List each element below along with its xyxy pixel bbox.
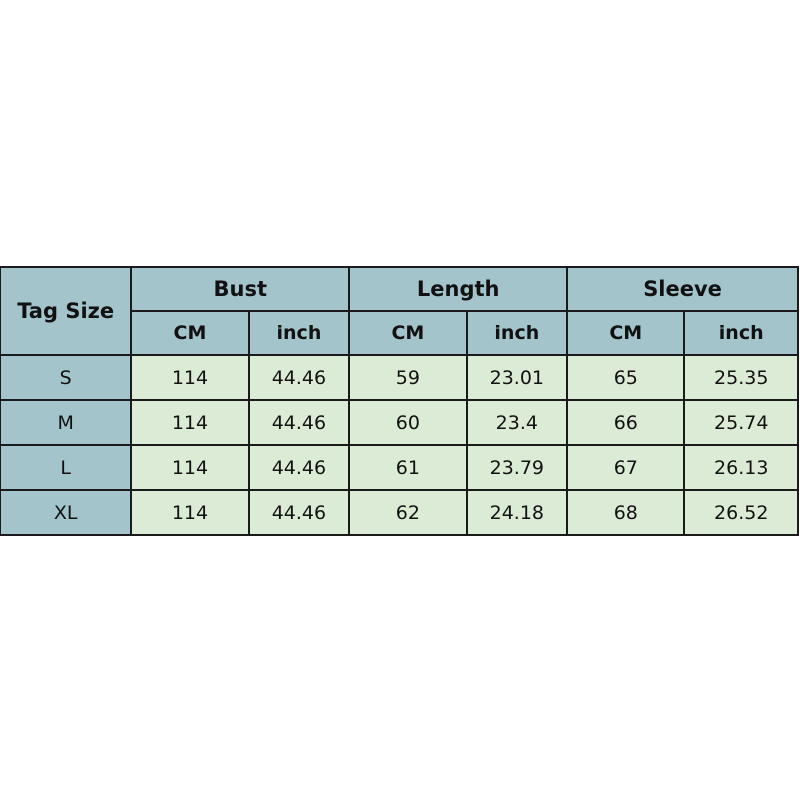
length-header: Length (348, 266, 569, 312)
value-cell: 114 (130, 489, 250, 536)
table-row: L 114 44.46 61 23.79 67 26.13 (0, 444, 799, 491)
value-cell: 66 (566, 399, 686, 446)
value-cell: 44.46 (247, 489, 351, 536)
value-cell: 68 (566, 489, 686, 536)
value-cell: 59 (348, 354, 468, 401)
unit-header: CM (130, 310, 250, 356)
value-cell: 44.46 (247, 399, 351, 446)
value-cell: 23.01 (465, 354, 569, 401)
value-cell: 23.4 (465, 399, 569, 446)
size-cell: M (0, 399, 133, 446)
unit-header: inch (465, 310, 569, 356)
size-cell: S (0, 354, 133, 401)
value-cell: 65 (566, 354, 686, 401)
value-cell: 67 (566, 444, 686, 491)
bust-header: Bust (130, 266, 351, 312)
value-cell: 61 (348, 444, 468, 491)
size-chart-table: Tag Size Bust Length Sleeve CM inch CM i… (0, 266, 799, 536)
table-row: S 114 44.46 59 23.01 65 25.35 (0, 354, 799, 401)
value-cell: 25.35 (683, 354, 799, 401)
unit-header: CM (348, 310, 468, 356)
size-cell: L (0, 444, 133, 491)
value-cell: 114 (130, 399, 250, 446)
value-cell: 26.52 (683, 489, 799, 536)
tag-size-header: Tag Size (0, 266, 133, 356)
unit-header: inch (247, 310, 351, 356)
header-row-groups: Tag Size Bust Length Sleeve (0, 266, 799, 356)
table-row: M 114 44.46 60 23.4 66 25.74 (0, 399, 799, 446)
value-cell: 23.79 (465, 444, 569, 491)
table-row: XL 114 44.46 62 24.18 68 26.52 (0, 489, 799, 536)
value-cell: 26.13 (683, 444, 799, 491)
unit-header: CM (566, 310, 686, 356)
value-cell: 62 (348, 489, 468, 536)
value-cell: 114 (130, 354, 250, 401)
value-cell: 114 (130, 444, 250, 491)
value-cell: 24.18 (465, 489, 569, 536)
value-cell: 44.46 (247, 444, 351, 491)
value-cell: 60 (348, 399, 468, 446)
unit-header: inch (683, 310, 799, 356)
value-cell: 44.46 (247, 354, 351, 401)
value-cell: 25.74 (683, 399, 799, 446)
size-cell: XL (0, 489, 133, 536)
sleeve-header: Sleeve (566, 266, 799, 312)
header-row-units: CM inch CM inch CM inch (0, 310, 799, 356)
